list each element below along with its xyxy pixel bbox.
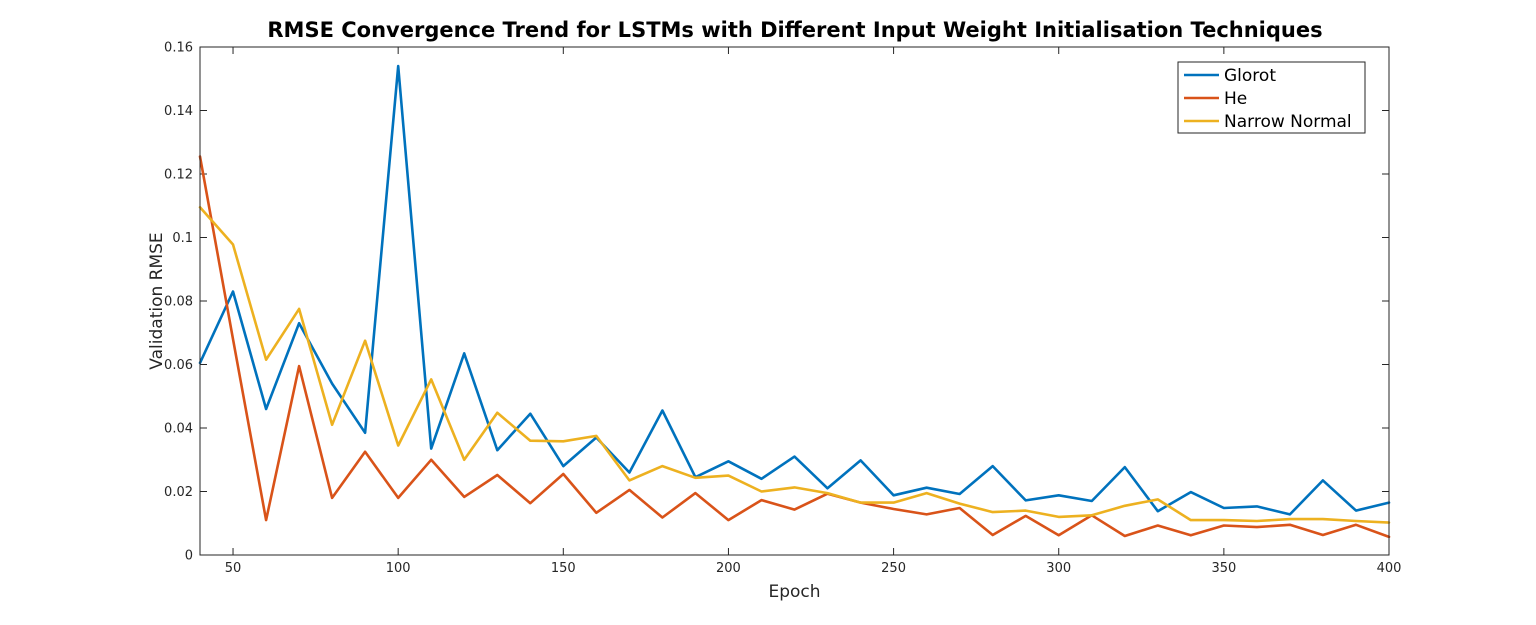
axes-box bbox=[199, 46, 1390, 556]
y-tick-label: 0.04 bbox=[164, 422, 193, 437]
y-tick-label: 0.06 bbox=[164, 358, 193, 373]
x-tick-label: 150 bbox=[551, 561, 576, 576]
legend: Glorot He Narrow Normal bbox=[1177, 61, 1366, 134]
legend-label: Glorot bbox=[1224, 66, 1276, 86]
series-line-narrow-normal bbox=[198, 206, 1391, 524]
y-tick-label: 0.1 bbox=[172, 231, 193, 246]
axis-ticks: 50 100 150 200 250 300 350 400 0 0.02 0.04 0.06 0.08… bbox=[164, 41, 1401, 577]
x-tick-label: 300 bbox=[1046, 561, 1071, 576]
x-axis-label: Epoch bbox=[768, 582, 820, 602]
series-line-he bbox=[198, 155, 1391, 539]
y-tick-label: 0.12 bbox=[164, 168, 193, 183]
y-tick-label: 0 bbox=[185, 549, 193, 564]
series-line-glorot bbox=[198, 64, 1391, 516]
y-axis-label: Validation RMSE bbox=[147, 232, 167, 369]
x-tick-label: 400 bbox=[1377, 561, 1402, 576]
x-tick-label: 350 bbox=[1211, 561, 1236, 576]
legend-label: He bbox=[1224, 89, 1247, 109]
y-tick-label: 0.08 bbox=[164, 295, 193, 310]
y-tick-label: 0.14 bbox=[164, 104, 193, 119]
legend-label: Narrow Normal bbox=[1224, 112, 1352, 132]
series-lines bbox=[198, 64, 1391, 539]
chart-title: RMSE Convergence Trend for LSTMs with Di… bbox=[267, 18, 1322, 42]
x-tick-label: 100 bbox=[386, 561, 411, 576]
x-tick-label: 50 bbox=[225, 561, 242, 576]
y-tick-label: 0.16 bbox=[164, 41, 193, 56]
y-tick-label: 0.02 bbox=[164, 485, 193, 500]
x-tick-label: 200 bbox=[716, 561, 741, 576]
x-tick-label: 250 bbox=[881, 561, 906, 576]
